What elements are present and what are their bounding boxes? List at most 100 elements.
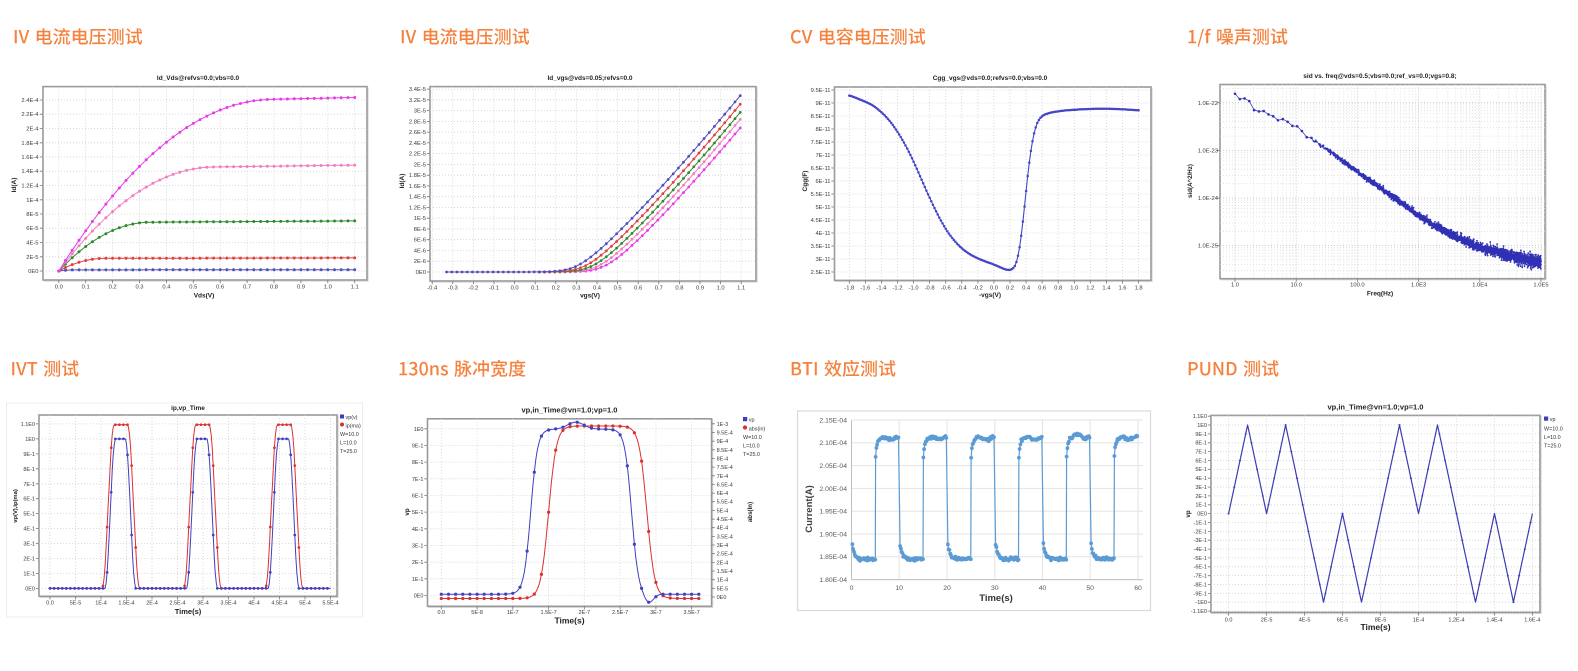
svg-text:0.1: 0.1 xyxy=(531,286,539,292)
svg-text:4E-1: 4E-1 xyxy=(1195,476,1207,482)
svg-text:3.4E-5: 3.4E-5 xyxy=(409,87,426,93)
svg-text:0.4: 0.4 xyxy=(162,285,171,291)
svg-text:1E0: 1E0 xyxy=(414,427,424,433)
svg-text:0.0: 0.0 xyxy=(55,285,63,291)
svg-text:1.1: 1.1 xyxy=(351,285,359,291)
svg-text:2E-5: 2E-5 xyxy=(1261,618,1273,624)
svg-text:0.7: 0.7 xyxy=(655,286,663,292)
svg-text:2E-7: 2E-7 xyxy=(578,610,590,616)
svg-text:0.4: 0.4 xyxy=(593,286,602,292)
svg-text:1E-1: 1E-1 xyxy=(1195,503,1207,509)
svg-text:-0.3: -0.3 xyxy=(448,286,458,292)
svg-text:1.0: 1.0 xyxy=(324,285,332,291)
svg-text:6.5E-4: 6.5E-4 xyxy=(717,482,733,488)
svg-text:3.5E-4: 3.5E-4 xyxy=(220,601,236,607)
svg-text:3.5E-7: 3.5E-7 xyxy=(683,610,699,616)
svg-text:Vds(V): Vds(V) xyxy=(194,293,215,300)
svg-text:1.0: 1.0 xyxy=(1231,283,1239,289)
svg-text:5E-4: 5E-4 xyxy=(717,508,729,514)
svg-text:3E-1: 3E-1 xyxy=(1195,485,1207,491)
svg-text:9E-1: 9E-1 xyxy=(412,444,424,450)
svg-text:Time(s): Time(s) xyxy=(554,616,584,626)
svg-text:2.5E-4: 2.5E-4 xyxy=(717,552,733,558)
svg-text:5E-11: 5E-11 xyxy=(815,205,830,211)
svg-text:1.0E4: 1.0E4 xyxy=(1472,283,1488,289)
svg-text:1.0E3: 1.0E3 xyxy=(1411,283,1426,289)
svg-text:-2E-1: -2E-1 xyxy=(1194,529,1207,535)
svg-text:5E-1: 5E-1 xyxy=(23,512,35,518)
svg-text:1.6E-5: 1.6E-5 xyxy=(409,184,426,190)
svg-text:0.9: 0.9 xyxy=(696,286,704,292)
svg-text:7E-4: 7E-4 xyxy=(717,474,729,480)
svg-text:W=10.0: W=10.0 xyxy=(1544,427,1563,433)
svg-text:1.2E-4: 1.2E-4 xyxy=(21,184,39,190)
svg-text:0.3: 0.3 xyxy=(135,285,143,291)
svg-text:5.5E-4: 5.5E-4 xyxy=(717,500,733,506)
svg-text:0.4: 0.4 xyxy=(1022,286,1031,292)
svg-text:abs(in): abs(in) xyxy=(749,427,766,433)
svg-text:6E-1: 6E-1 xyxy=(412,494,424,500)
svg-text:9.5E-4: 9.5E-4 xyxy=(717,431,733,437)
svg-text:1.5E-7: 1.5E-7 xyxy=(540,610,556,616)
svg-text:1.0E5: 1.0E5 xyxy=(1533,283,1548,289)
svg-text:100.0: 100.0 xyxy=(1350,283,1365,289)
svg-text:4E-6: 4E-6 xyxy=(414,249,426,255)
svg-text:1.85E-04: 1.85E-04 xyxy=(819,554,847,561)
svg-text:30: 30 xyxy=(991,585,999,592)
svg-text:Time(s): Time(s) xyxy=(175,607,202,616)
svg-text:1.1: 1.1 xyxy=(737,286,745,292)
svg-text:-1.6: -1.6 xyxy=(860,286,870,292)
svg-text:8.5E-4: 8.5E-4 xyxy=(717,448,733,454)
svg-text:8E-11: 8E-11 xyxy=(815,127,830,133)
svg-text:0.1: 0.1 xyxy=(82,285,90,291)
svg-text:-0.4: -0.4 xyxy=(957,286,968,292)
svg-text:3E-1: 3E-1 xyxy=(412,544,424,550)
svg-text:6E-6: 6E-6 xyxy=(414,238,426,244)
svg-text:9E-11: 9E-11 xyxy=(815,101,830,107)
svg-text:9E-1: 9E-1 xyxy=(23,452,35,458)
svg-text:2.15E-04: 2.15E-04 xyxy=(819,417,847,424)
svg-text:2.4E-4: 2.4E-4 xyxy=(21,98,39,104)
svg-text:0.8: 0.8 xyxy=(675,286,683,292)
svg-text:3E-4: 3E-4 xyxy=(197,601,209,607)
svg-text:2E-6: 2E-6 xyxy=(414,259,426,265)
svg-text:-1.1E0: -1.1E0 xyxy=(1191,609,1207,615)
svg-text:0.2: 0.2 xyxy=(552,286,560,292)
svg-text:1E-1: 1E-1 xyxy=(23,571,35,577)
svg-text:3E-1: 3E-1 xyxy=(23,542,35,548)
svg-text:1.0E-22: 1.0E-22 xyxy=(1198,101,1218,107)
svg-text:0.0: 0.0 xyxy=(511,286,519,292)
svg-text:Current(A): Current(A) xyxy=(804,485,815,533)
svg-text:1.1E0: 1.1E0 xyxy=(21,422,35,428)
svg-text:4E-5: 4E-5 xyxy=(26,241,38,247)
svg-text:6E-1: 6E-1 xyxy=(1195,458,1207,464)
svg-text:9E-1: 9E-1 xyxy=(1195,432,1207,438)
svg-text:0.0: 0.0 xyxy=(1225,618,1233,624)
svg-text:1.5E-4: 1.5E-4 xyxy=(717,569,733,575)
svg-text:1.6: 1.6 xyxy=(1118,286,1126,292)
svg-text:1.6E-4: 1.6E-4 xyxy=(1524,618,1540,624)
svg-text:Id_vgs@vds=0.05;refvs=0.0: Id_vgs@vds=0.05;refvs=0.0 xyxy=(547,75,632,82)
svg-text:0.6: 0.6 xyxy=(1038,286,1046,292)
svg-text:8E-6: 8E-6 xyxy=(414,227,426,233)
svg-text:vp: vp xyxy=(404,508,411,515)
svg-text:Cgg(F): Cgg(F) xyxy=(802,171,809,192)
svg-text:4.5E-4: 4.5E-4 xyxy=(717,517,733,523)
svg-text:vgs(V): vgs(V) xyxy=(580,293,600,300)
svg-text:0.0: 0.0 xyxy=(46,601,54,607)
svg-text:5E-1: 5E-1 xyxy=(412,510,424,516)
svg-text:T=25.0: T=25.0 xyxy=(1544,444,1561,450)
svg-text:0E0: 0E0 xyxy=(717,595,727,601)
svg-text:1.0E-25: 1.0E-25 xyxy=(1198,244,1218,250)
svg-text:2.5E-7: 2.5E-7 xyxy=(612,610,628,616)
svg-text:2E-4: 2E-4 xyxy=(26,127,39,133)
svg-text:1.2: 1.2 xyxy=(1086,286,1094,292)
svg-text:-0.2: -0.2 xyxy=(468,286,478,292)
svg-text:0.6: 0.6 xyxy=(634,286,642,292)
svg-text:4E-5: 4E-5 xyxy=(1299,618,1311,624)
svg-text:0E0: 0E0 xyxy=(25,586,35,592)
svg-text:4E-4: 4E-4 xyxy=(248,601,260,607)
svg-text:6E-1: 6E-1 xyxy=(23,497,35,503)
svg-text:2E-1: 2E-1 xyxy=(1195,494,1207,500)
svg-text:Cgg_vgs@vds=0.0;refvs=0.0;vbs=: Cgg_vgs@vds=0.0;refvs=0.0;vbs=0.0 xyxy=(933,75,1048,82)
